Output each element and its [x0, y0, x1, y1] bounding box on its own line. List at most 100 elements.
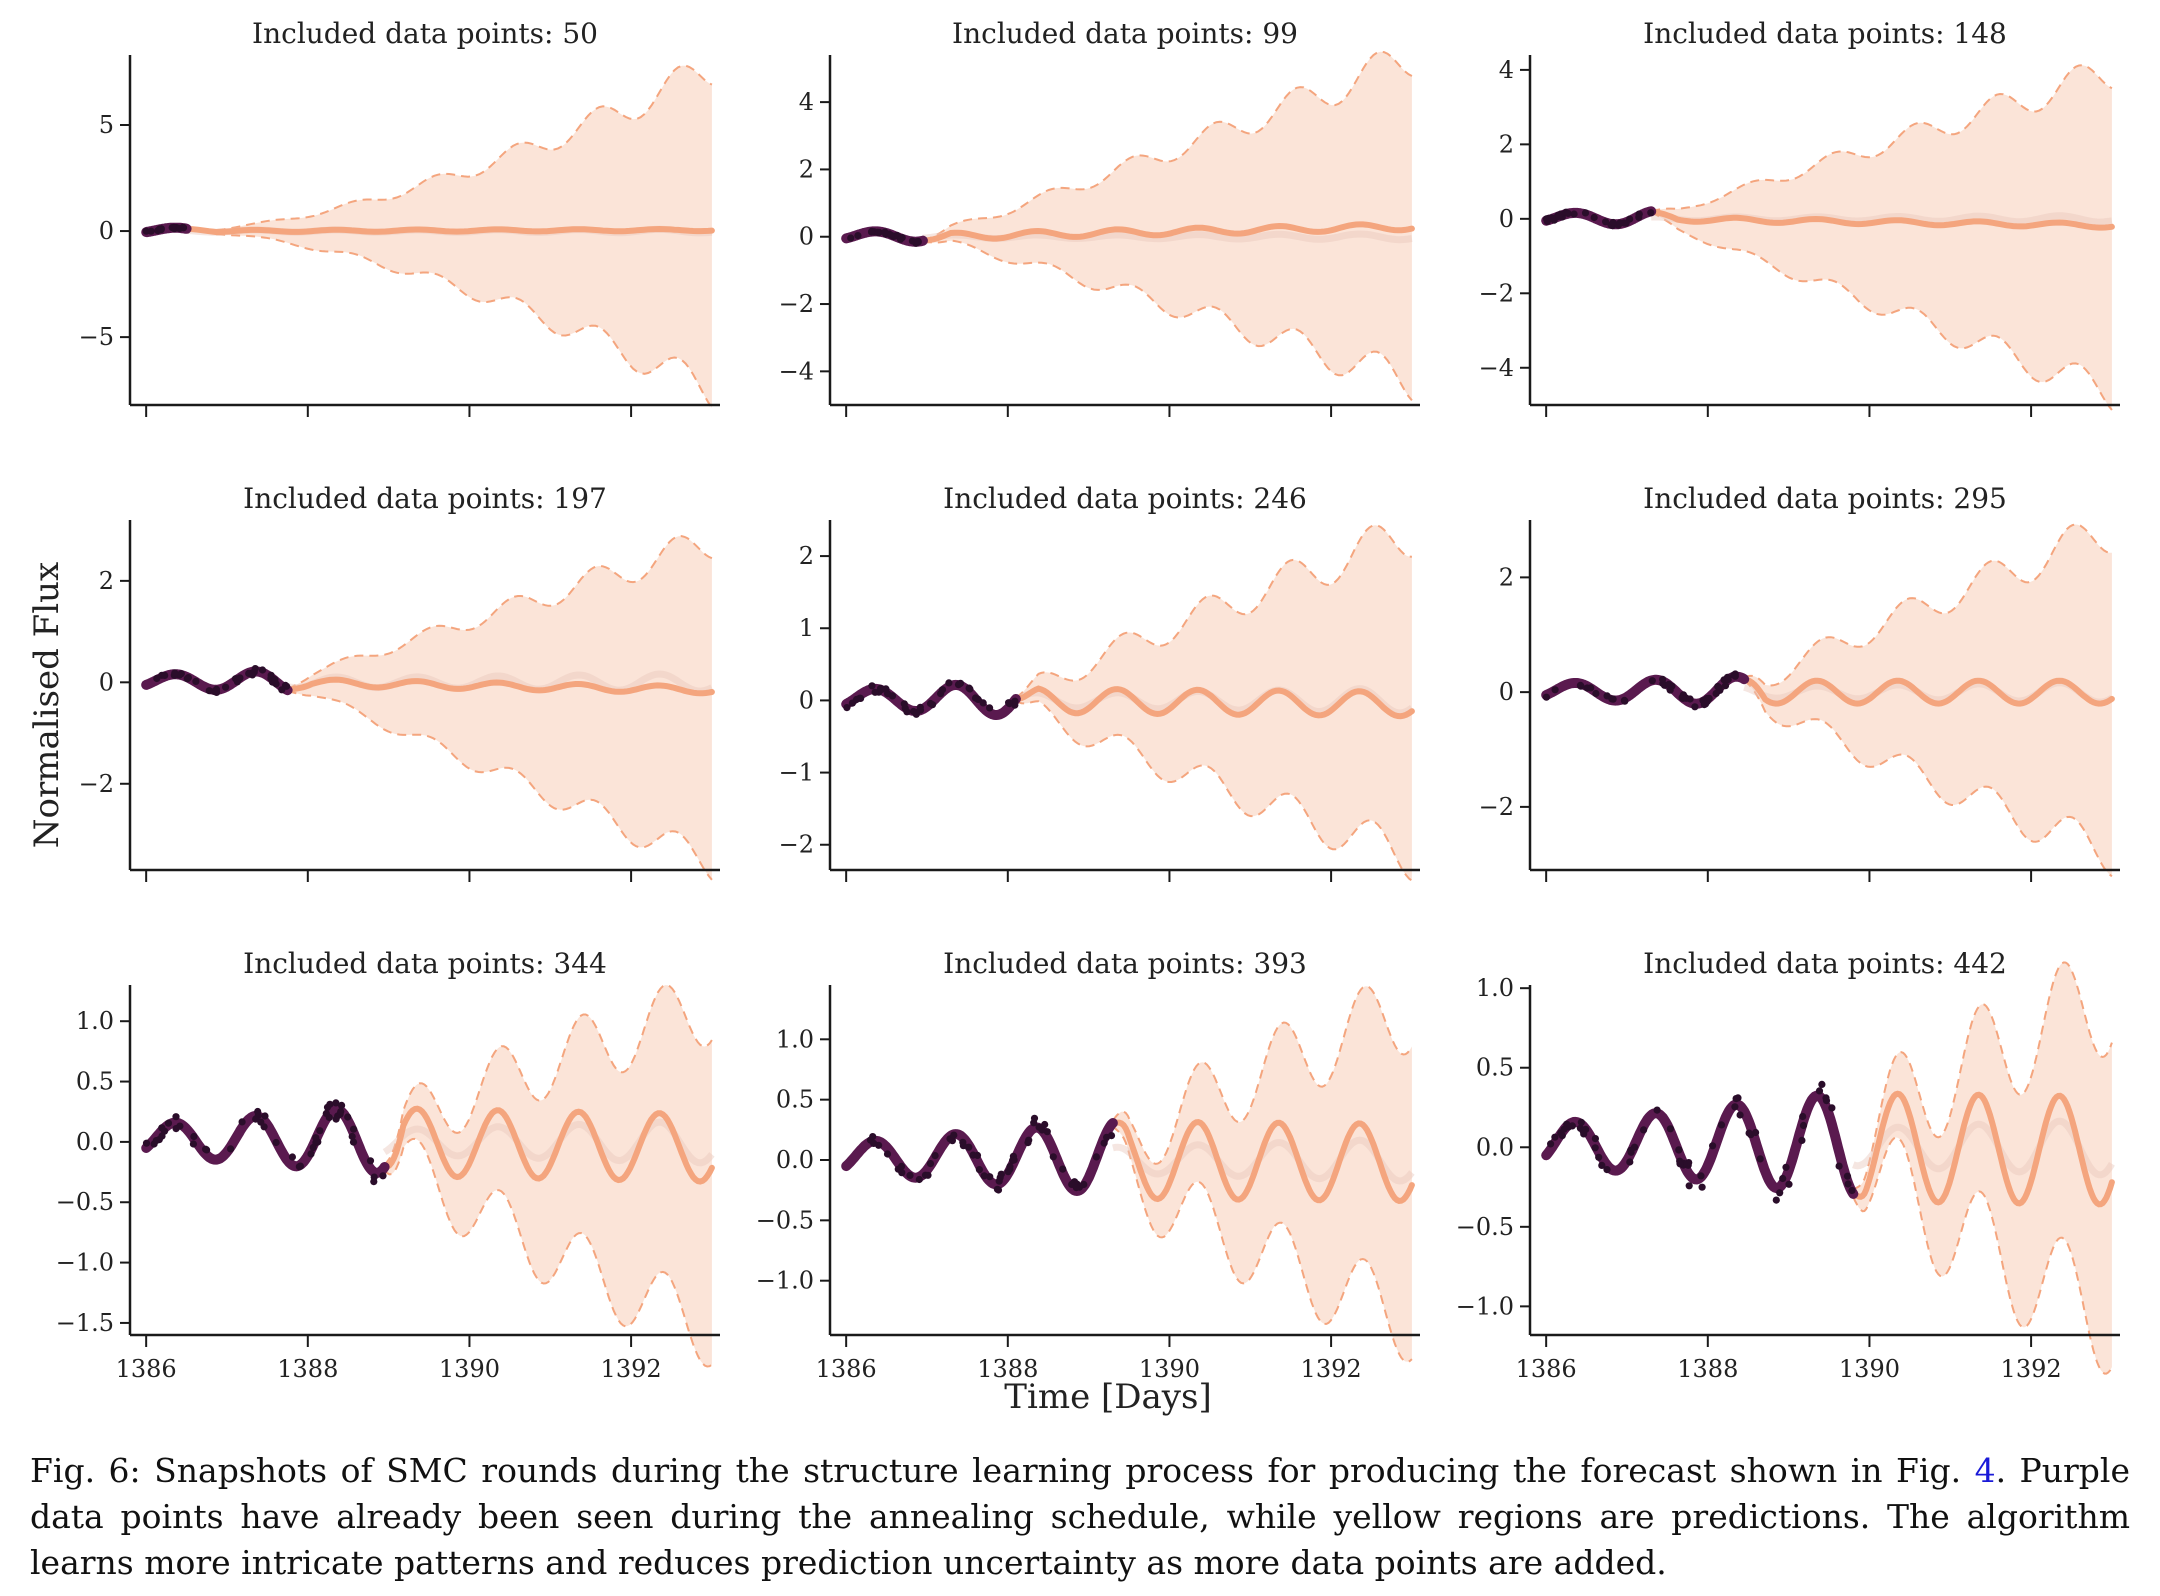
- observed-point: [903, 708, 911, 716]
- observed-point: [1685, 1182, 1693, 1190]
- observed-point: [152, 1137, 160, 1145]
- observed-point: [323, 1103, 332, 1111]
- observed-point: [366, 1157, 375, 1165]
- subplot-2: −4 −2 0 2 4 Included data points: 99: [779, 17, 1420, 417]
- observed-point: [898, 1169, 906, 1177]
- y-tick-label: −2: [1479, 279, 1514, 307]
- observed-point: [1581, 209, 1590, 217]
- observed-point: [870, 1139, 878, 1147]
- upper-bound-line: [1852, 961, 2113, 1192]
- y-tick-label: 0.5: [776, 1086, 814, 1114]
- observed-point: [950, 1131, 958, 1139]
- observed-point: [1603, 1166, 1611, 1174]
- observed-point: [1570, 210, 1578, 218]
- observed-point: [1697, 1172, 1705, 1180]
- observed-point: [959, 1142, 968, 1150]
- observed-point: [238, 1118, 246, 1126]
- observed-point: [1843, 1172, 1852, 1180]
- observed-point: [1686, 695, 1694, 703]
- caption-prefix: Fig. 6: Snapshots of SMC rounds during t…: [30, 1451, 1975, 1490]
- observed-point: [278, 686, 286, 694]
- observed-point: [1828, 1104, 1836, 1112]
- y-tick-label: −4: [1479, 354, 1514, 382]
- observed-point: [1698, 1183, 1706, 1191]
- observed-point: [1547, 1140, 1555, 1148]
- observed-point: [1616, 219, 1624, 227]
- observed-point: [1779, 1174, 1787, 1183]
- subplot-4: −2 0 2 Included data points: 197: [79, 482, 720, 882]
- subplot-title: Included data points: 99: [952, 17, 1298, 50]
- observed-point: [261, 1112, 269, 1120]
- upper-bound-line: [383, 984, 713, 1166]
- observed-point: [295, 1163, 303, 1171]
- observed-point: [1815, 1087, 1824, 1095]
- upper-bound-line: [1743, 523, 2112, 687]
- observed-point: [1822, 1097, 1831, 1105]
- observed-point: [847, 234, 855, 242]
- y-tick-label: −1.0: [1456, 1292, 1514, 1320]
- observed-point: [153, 674, 161, 683]
- y-tick-label: −2: [1479, 793, 1514, 821]
- forecast-mean-line: [1648, 208, 2115, 231]
- observed-point: [1548, 214, 1556, 222]
- observed-point: [926, 1160, 935, 1168]
- observed-point: [254, 1107, 262, 1116]
- observed-point: [1724, 675, 1732, 684]
- observed-point: [938, 686, 947, 694]
- subplot-9: −1.0 −0.5 0.0 0.5 1.0 1386 1388 1390 1392 Include…: [1456, 947, 2120, 1383]
- observed-point: [189, 1140, 197, 1148]
- observed-point: [1701, 700, 1710, 708]
- observed-point: [1666, 686, 1674, 694]
- y-tick-label: −0.5: [1456, 1213, 1514, 1241]
- observed-point: [1752, 1128, 1760, 1137]
- observed-point: [158, 1124, 166, 1132]
- observed-point: [1648, 677, 1656, 685]
- observed-point: [1072, 1184, 1080, 1192]
- upper-bound-line: [1112, 985, 1413, 1165]
- observed-point: [192, 677, 200, 686]
- caption-figure-ref[interactable]: 4: [1974, 1451, 1996, 1490]
- y-tick-label: −1: [779, 759, 814, 787]
- observed-point: [1776, 1189, 1784, 1197]
- observed-point: [896, 235, 905, 243]
- x-tick-label: 1386: [1516, 1355, 1577, 1383]
- observed-point: [1844, 1180, 1852, 1188]
- observed-point: [1591, 1135, 1599, 1143]
- subplot-title: Included data points: 246: [943, 482, 1307, 515]
- x-tick-label: 1386: [816, 1355, 877, 1383]
- observed-point: [1555, 212, 1563, 221]
- y-tick-label: 0.5: [76, 1068, 114, 1096]
- observed-point: [945, 679, 953, 687]
- observed-point: [183, 675, 191, 683]
- observed-point: [1024, 1139, 1032, 1147]
- x-tick-label: 1386: [116, 1355, 177, 1383]
- observed-point: [1676, 1160, 1684, 1168]
- subplot-title: Included data points: 295: [1643, 482, 2007, 515]
- observed-point: [948, 1137, 957, 1145]
- uncertainty-band: [1853, 962, 2112, 1374]
- observed-point: [1635, 213, 1643, 221]
- observed-point: [1595, 1153, 1603, 1161]
- subplot-6: −2 0 2 Included data points: 295: [1479, 482, 2120, 882]
- observed-point: [997, 1170, 1005, 1178]
- lower-bound-line: [1650, 211, 2113, 411]
- y-tick-label: 2: [799, 155, 814, 183]
- observed-point: [168, 224, 176, 232]
- y-tick-label: −4: [779, 357, 814, 385]
- observed-point: [1598, 1161, 1606, 1169]
- observed-point: [1717, 1121, 1726, 1129]
- x-tick-label: 1390: [439, 1355, 500, 1383]
- subplot-8: −1.0 −0.5 0.0 0.5 1.0 1386 1388 1390 1392 Include…: [756, 947, 1420, 1383]
- observed-point: [1835, 1162, 1843, 1170]
- observed-point: [171, 669, 179, 677]
- observed-point: [1799, 1121, 1808, 1130]
- observed-point: [1049, 1153, 1057, 1161]
- y-tick-label: 0.0: [76, 1128, 114, 1156]
- subplot-title: Included data points: 442: [1643, 947, 2007, 980]
- forecast-mean-line: [381, 1105, 715, 1185]
- observed-point: [888, 692, 897, 700]
- y-tick-label: −1.5: [56, 1309, 114, 1337]
- x-axis-label: Time [Days]: [1004, 1377, 1211, 1417]
- subplot-1: −5 0 5 Included data points: 50: [79, 17, 720, 417]
- observed-point: [205, 687, 213, 695]
